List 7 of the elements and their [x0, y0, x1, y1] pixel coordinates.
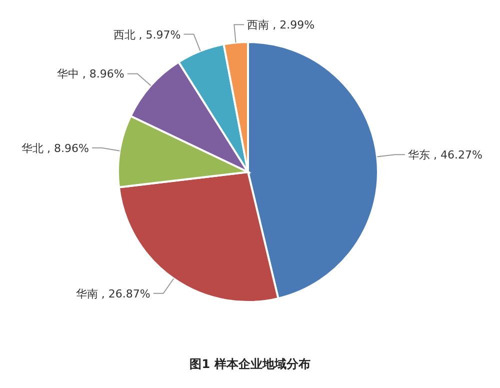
slice-label: 西北 , 5.97% [113, 28, 181, 42]
slice-label: 华南 , 26.87% [76, 287, 150, 300]
slice-label: 华中 , 8.96% [56, 68, 124, 81]
text: 图1 样本企业地域分布 [190, 357, 310, 371]
slice-label: 华东 , 46.27% [408, 148, 482, 162]
slice-label: 华北 , 8.96% [22, 142, 89, 155]
slice-label: 西南 , 2.99% [247, 18, 315, 32]
